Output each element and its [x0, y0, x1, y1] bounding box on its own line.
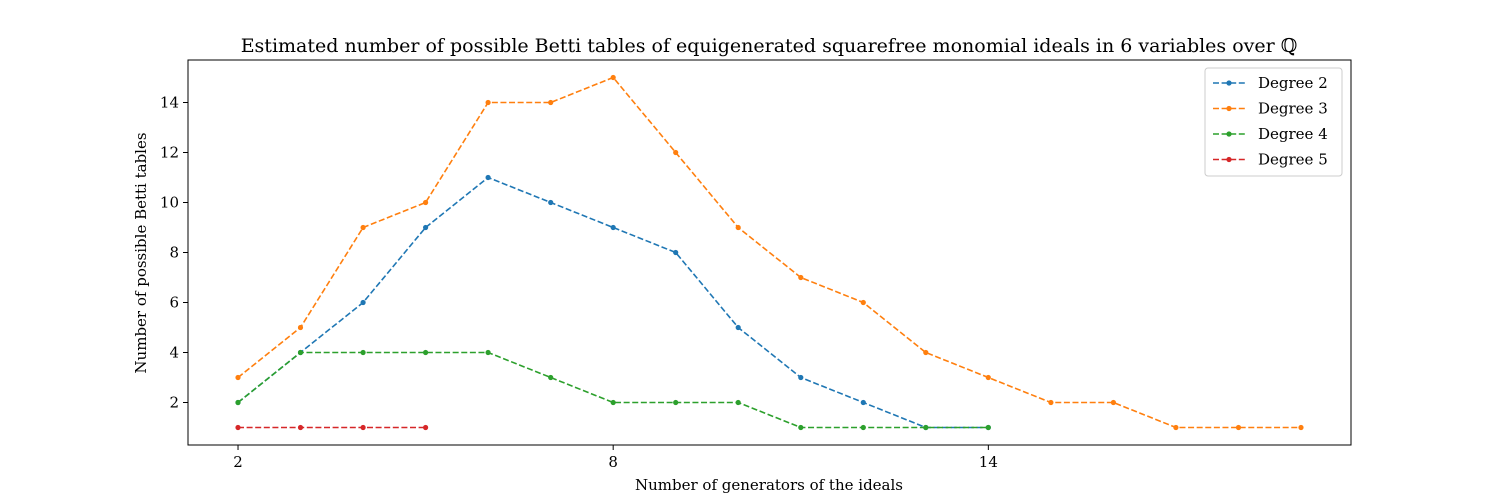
legend-item: Degree 2 [1213, 74, 1328, 92]
data-point [798, 274, 804, 281]
data-point [798, 424, 804, 431]
data-point [985, 374, 991, 381]
data-point [423, 199, 429, 206]
data-point [985, 424, 991, 431]
data-point [610, 399, 616, 406]
data-point [548, 199, 554, 206]
data-point [360, 424, 366, 431]
data-point [360, 299, 366, 306]
data-point [798, 374, 804, 381]
x-tick-label: 2 [233, 453, 243, 471]
data-point [673, 399, 679, 406]
data-point [548, 374, 554, 381]
series-3 [235, 349, 991, 431]
data-point [235, 374, 241, 381]
data-point [860, 399, 866, 406]
data-point [1110, 399, 1116, 406]
data-point [235, 424, 241, 431]
data-point [1048, 399, 1054, 406]
data-point [360, 224, 366, 231]
chart-title: Estimated number of possible Betti table… [241, 35, 1298, 57]
y-tick-label: 10 [160, 194, 179, 212]
data-point [423, 349, 429, 356]
legend-item: Degree 5 [1213, 151, 1328, 169]
data-point [1173, 424, 1179, 431]
y-tick-label: 12 [160, 144, 179, 162]
y-tick-label: 6 [169, 294, 179, 312]
data-point [548, 99, 554, 106]
legend-swatch-marker [1226, 105, 1232, 112]
data-point [423, 224, 429, 231]
legend-item: Degree 3 [1213, 100, 1328, 118]
series-line-1 [237, 176, 989, 429]
series-line-2 [237, 76, 1301, 429]
data-point [297, 349, 304, 356]
data-point [923, 424, 929, 431]
legend-swatch-marker [1226, 131, 1232, 137]
data-point [860, 299, 866, 306]
data-point [673, 249, 679, 256]
data-point [360, 349, 366, 356]
legend-box [1204, 67, 1343, 177]
data-point [923, 349, 929, 356]
x-axis: 2 8 14 [233, 445, 998, 471]
legend-swatch-marker [1226, 156, 1232, 163]
x-axis-label: Number of generators of the ideals [635, 476, 903, 494]
data-point [485, 349, 491, 356]
data-point [610, 224, 616, 231]
data-point [235, 399, 241, 406]
data-point [735, 399, 741, 406]
legend-label: Degree 2 [1258, 74, 1328, 92]
data-point [297, 424, 304, 431]
series-line-3 [237, 351, 989, 429]
data-point [735, 224, 741, 231]
data-point [735, 324, 741, 331]
data-point [423, 424, 429, 431]
plot-area [235, 74, 1304, 431]
y-tick-label: 14 [160, 94, 179, 112]
data-point [673, 149, 679, 156]
legend-item: Degree 4 [1213, 125, 1328, 143]
data-point [297, 324, 304, 331]
y-axis: 2 4 6 8 10 12 14 [160, 94, 188, 412]
data-point [860, 424, 866, 431]
x-tick-label: 8 [608, 453, 618, 471]
legend: Degree 2 Degree 3 Degree 4 Degree 5 [1204, 67, 1343, 177]
y-tick-label: 8 [169, 244, 179, 262]
series-1 [235, 174, 991, 431]
data-point [610, 74, 616, 81]
y-tick-label: 4 [169, 344, 179, 362]
x-tick-label: 14 [979, 453, 998, 471]
data-point [485, 99, 491, 106]
data-point [485, 174, 491, 181]
data-point [1298, 424, 1304, 431]
legend-label: Degree 3 [1258, 100, 1328, 118]
y-tick-label: 2 [169, 394, 179, 412]
data-point [1235, 424, 1242, 431]
series-2 [235, 74, 1304, 431]
legend-label: Degree 4 [1258, 125, 1328, 143]
y-axis-label: Number of possible Betti tables [132, 132, 150, 373]
series-4 [235, 424, 429, 431]
legend-swatch-marker [1226, 80, 1232, 86]
legend-label: Degree 5 [1258, 151, 1328, 169]
